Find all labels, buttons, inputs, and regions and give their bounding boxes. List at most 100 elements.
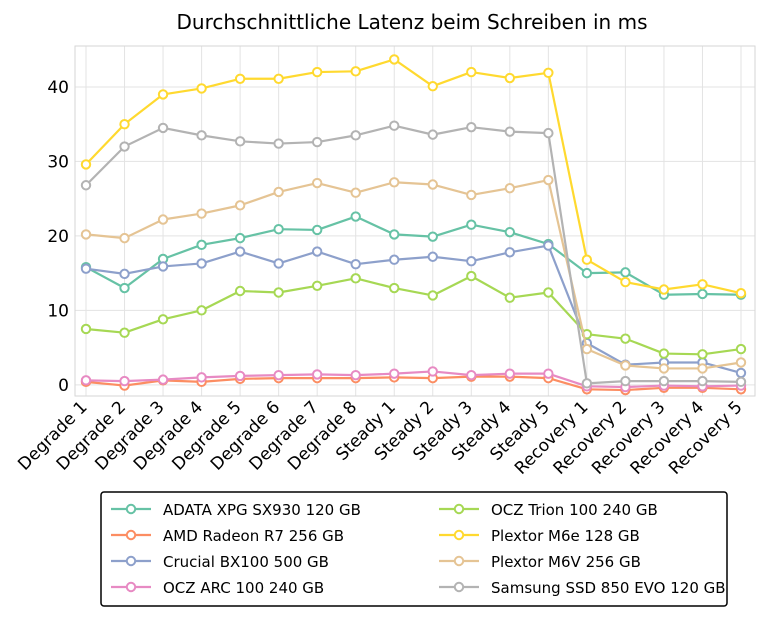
legend-item: ADATA XPG SX930 120 GB [111, 501, 361, 519]
data-point [157, 89, 169, 100]
data-point [427, 251, 438, 262]
data-point [427, 81, 438, 92]
data-point [119, 268, 130, 280]
data-point [157, 314, 169, 325]
data-point [196, 258, 207, 269]
series-line [80, 54, 747, 299]
data-point [311, 136, 323, 148]
series-path [85, 244, 742, 374]
data-point [504, 126, 516, 137]
data-point [620, 276, 631, 288]
data-point [350, 211, 361, 222]
legend-label: OCZ ARC 100 240 GB [163, 579, 324, 597]
data-point [273, 369, 284, 381]
data-point [119, 232, 130, 244]
data-point [196, 208, 207, 219]
data-point [234, 285, 246, 297]
data-point [581, 378, 593, 389]
series-line [80, 174, 747, 374]
data-point [543, 368, 554, 379]
data-point [735, 367, 747, 379]
series-path [85, 370, 742, 389]
y-tick-label: 20 [47, 227, 69, 247]
data-point [157, 374, 169, 385]
legend-item: OCZ Trion 100 240 GB [439, 501, 658, 519]
data-point [389, 229, 400, 240]
data-point [311, 177, 323, 189]
data-point [157, 214, 169, 225]
data-point [697, 363, 708, 374]
data-point [119, 375, 130, 387]
data-point [504, 368, 516, 379]
series-path [85, 124, 742, 385]
data-point [427, 129, 438, 140]
grid [75, 46, 755, 396]
data-point [389, 177, 400, 188]
data-point [196, 305, 207, 316]
legend: ADATA XPG SX930 120 GB AMD Radeon R7 256 … [100, 491, 728, 607]
data-point [196, 130, 207, 141]
legend-label: Crucial BX100 500 GB [163, 553, 329, 571]
data-point [620, 360, 631, 371]
data-point [543, 240, 554, 251]
legend-label: Samsung SSD 850 EVO 120 GB [491, 579, 726, 597]
data-point [466, 121, 477, 133]
data-point [350, 66, 361, 77]
data-point [350, 130, 361, 141]
legend-marker [453, 555, 465, 567]
data-point [196, 83, 207, 94]
data-point [697, 349, 708, 360]
data-point [466, 369, 477, 381]
data-point [273, 287, 284, 298]
data-point [234, 246, 246, 257]
data-point [273, 186, 284, 198]
y-tick-label: 30 [47, 152, 69, 172]
series-path [85, 275, 742, 356]
legend-item: AMD Radeon R7 256 GB [111, 527, 344, 545]
data-point [504, 247, 516, 258]
legend-marker [453, 503, 465, 515]
series-line [80, 366, 747, 393]
data-point [543, 67, 554, 79]
data-point [234, 232, 246, 244]
data-point [234, 73, 246, 84]
y-tick-label: 10 [47, 301, 69, 321]
data-point [466, 270, 477, 282]
legend-frame [100, 491, 728, 607]
data-point [735, 376, 747, 388]
data-point [80, 159, 92, 170]
data-point [735, 357, 747, 368]
series-path [85, 375, 742, 392]
data-point [658, 284, 670, 295]
data-point [273, 73, 284, 84]
data-point [234, 200, 246, 211]
data-point [389, 282, 400, 294]
data-point [80, 263, 92, 274]
series-path [85, 215, 742, 296]
data-point [157, 261, 169, 272]
y-tick-label: 40 [47, 78, 69, 98]
data-point [350, 258, 361, 270]
data-point [543, 127, 554, 139]
data-point [466, 219, 477, 230]
legend-marker [453, 581, 465, 593]
data-point [311, 66, 323, 78]
data-point [466, 256, 477, 267]
legend-label: OCZ Trion 100 240 GB [491, 501, 658, 519]
y-axis: 0 10 20 30 40 [47, 78, 69, 396]
data-point [543, 287, 554, 298]
data-point [196, 239, 207, 251]
series-layer [80, 54, 747, 396]
legend-label: Plextor M6e 128 GB [491, 527, 640, 545]
y-tick-label: 0 [58, 376, 69, 396]
data-point [581, 343, 593, 355]
data-point [427, 179, 438, 190]
series-line [80, 371, 747, 396]
data-point [581, 267, 593, 279]
data-point [119, 141, 130, 152]
legend-label: AMD Radeon R7 256 GB [163, 527, 344, 545]
data-point [389, 54, 400, 65]
data-point [311, 280, 323, 291]
legend-label: Plextor M6V 256 GB [491, 553, 641, 571]
